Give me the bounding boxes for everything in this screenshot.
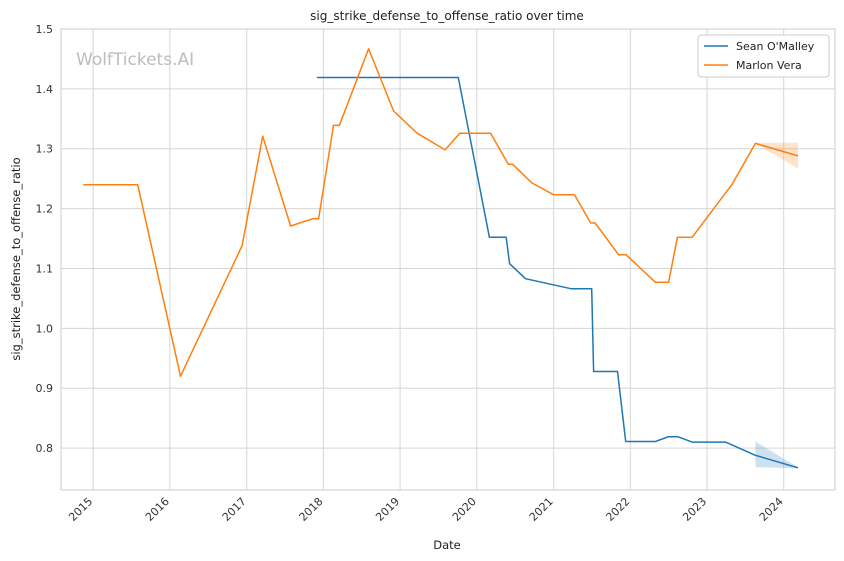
series-band-0	[755, 441, 798, 469]
y-tick-label: 1.3	[36, 143, 54, 156]
x-axis-label: Date	[433, 538, 461, 552]
y-tick-label: 0.9	[36, 382, 54, 395]
x-tick-label: 2016	[143, 495, 172, 524]
series-line-0	[316, 76, 799, 469]
y-axis-label: sig_strike_defense_to_offense_ratio	[9, 157, 23, 360]
confidence-bands	[755, 142, 798, 469]
x-tick-label: 2015	[66, 495, 95, 524]
y-tick-label: 1.5	[36, 23, 54, 36]
x-tick-label: 2019	[373, 495, 402, 524]
legend-label-1: Marlon Vera	[736, 59, 802, 72]
x-tick-label: 2024	[757, 495, 786, 524]
legend: Sean O'Malley Marlon Vera	[697, 34, 830, 78]
series-line-1	[83, 48, 799, 377]
x-tick-label: 2020	[450, 495, 479, 524]
x-tick-label: 2021	[527, 495, 556, 524]
plot-frame	[60, 28, 836, 491]
y-tick-label: 0.8	[36, 442, 54, 455]
series-band-1	[755, 142, 798, 169]
x-tick-label: 2023	[680, 495, 709, 524]
x-tick-label: 2018	[297, 495, 326, 524]
x-axis-ticks: 2015 2016 2017 2018 2019 2020 2021 2022 2023 2024	[66, 495, 786, 524]
y-tick-label: 1.0	[36, 322, 54, 335]
y-tick-label: 1.4	[36, 83, 54, 96]
grid	[61, 28, 835, 490]
x-tick-label: 2017	[220, 495, 249, 524]
watermark: WolfTickets.AI	[76, 50, 194, 70]
y-axis-ticks: 0.8 0.9 1.0 1.1 1.2 1.3 1.4 1.5	[36, 23, 54, 455]
y-tick-label: 1.2	[36, 203, 54, 216]
series-lines	[83, 48, 799, 469]
legend-label-0: Sean O'Malley	[736, 40, 815, 53]
chart-title: sig_strike_defense_to_offense_ratio over…	[310, 9, 584, 23]
x-tick-label: 2022	[603, 495, 632, 524]
legend-box	[697, 34, 830, 78]
y-tick-label: 1.1	[36, 262, 54, 275]
